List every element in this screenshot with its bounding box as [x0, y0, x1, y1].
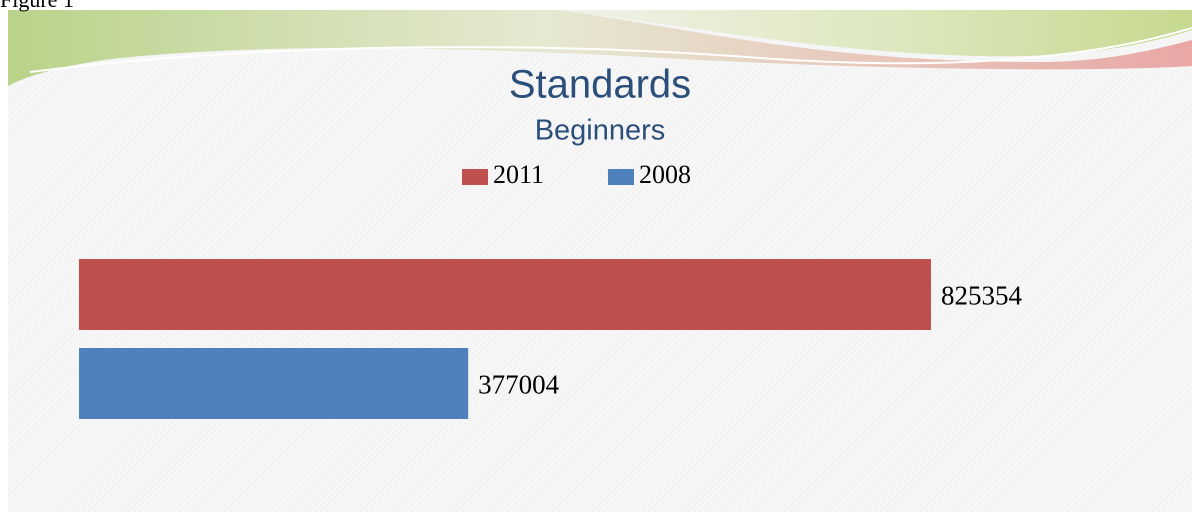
- bar: [79, 348, 468, 419]
- data-label: 825354: [941, 281, 1023, 311]
- figure-caption: Figure 1: [0, 0, 74, 12]
- bar: [79, 259, 931, 330]
- data-label: 377004: [478, 370, 559, 400]
- page: {"caption": "Figure 1", "chart_data": {"…: [0, 0, 1192, 525]
- slide: Figure 1 Standards Beginners 2011 2008 825…: [0, 0, 1192, 525]
- legend-label: 2008: [639, 160, 691, 189]
- legend-swatch: [462, 169, 488, 185]
- chart-title: Standards: [509, 63, 691, 107]
- chart-subtitle: Beginners: [535, 115, 666, 147]
- legend-swatch: [608, 169, 634, 185]
- legend-label: 2011: [493, 160, 544, 189]
